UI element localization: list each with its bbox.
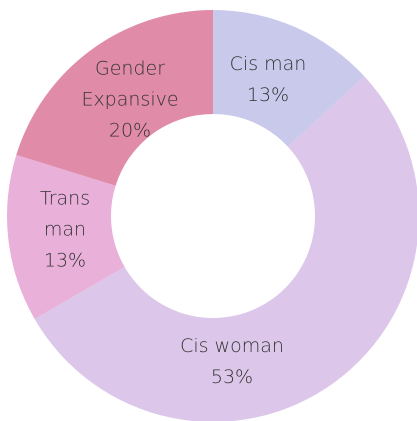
- category-label: Trans man: [39, 187, 91, 241]
- donut-slice: [213, 10, 365, 147]
- category-label: Cis man: [229, 53, 307, 75]
- value-label: 13%: [43, 249, 87, 272]
- donut-slice: [34, 76, 417, 421]
- donut-slice: [6, 154, 125, 319]
- category-label: Gender Expansive: [81, 57, 179, 111]
- value-label: 53%: [210, 366, 254, 388]
- donut-slice: [16, 10, 214, 186]
- value-label: 13%: [246, 84, 290, 106]
- slice-label: Cis woman 53%: [152, 331, 312, 393]
- value-label: 20%: [108, 119, 152, 142]
- category-label: Cis woman: [180, 335, 284, 357]
- slice-label: Cis man 13%: [218, 49, 318, 111]
- slice-label: Trans man 13%: [30, 184, 100, 277]
- slice-label: Gender Expansive 20%: [73, 54, 188, 147]
